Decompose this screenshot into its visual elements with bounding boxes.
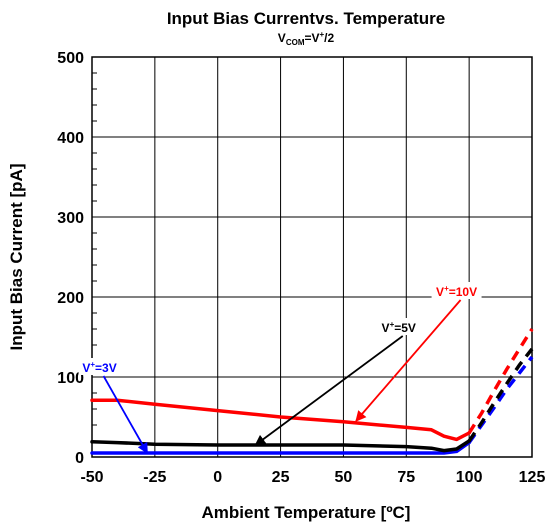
y-tick-label: 100	[57, 370, 84, 387]
subtitle-sub: COM	[286, 38, 305, 47]
series-label-rest: =5V	[394, 321, 416, 335]
series-label-sup: +	[90, 360, 95, 369]
series-label-arrow	[355, 299, 462, 422]
x-tick-label: 75	[397, 469, 415, 486]
y-tick-label: 400	[57, 130, 84, 147]
x-tick-label: 125	[519, 469, 546, 486]
x-tick-label: 0	[213, 469, 222, 486]
subtitle-tail: /2	[324, 31, 334, 45]
series-label-arrow	[254, 335, 404, 446]
chart-subtitle: VCOM=V+/2	[278, 30, 335, 47]
series-dashed-extension	[467, 355, 534, 444]
series-label-main: V	[436, 285, 444, 299]
y-tick-label: 200	[57, 290, 84, 307]
series-label-rest: =10V	[449, 285, 477, 299]
series-label-sup: +	[390, 320, 395, 329]
plot-border	[91, 56, 533, 458]
series-label-background	[377, 318, 420, 335]
series-label-main: V	[82, 361, 90, 375]
series-line	[90, 440, 471, 455]
series-dashed-extension	[467, 347, 534, 442]
plot-frame	[91, 56, 533, 458]
y-tick-label: 0	[75, 450, 84, 467]
series-dashed-extension	[467, 328, 534, 434]
chart-title: Input Bias Currentvs. Temperature	[167, 9, 445, 28]
series-line	[90, 398, 471, 442]
series-label-rest: =3V	[95, 361, 117, 375]
y-tick-label: 300	[57, 210, 84, 227]
y-axis-label: Input Bias Current [pA]	[7, 164, 26, 351]
plot-grid	[91, 56, 533, 458]
x-tick-label: -25	[143, 469, 166, 486]
series-label: V+=10V	[436, 284, 477, 299]
x-tick-label: 25	[272, 469, 290, 486]
x-tick-label: -50	[80, 469, 103, 486]
series-label-sup: +	[444, 284, 449, 293]
series-label-arrow	[102, 375, 149, 454]
series-label-main: V	[382, 321, 390, 335]
series-layer	[90, 328, 534, 455]
x-tick-labels: -50 -25 0 25 50 75 100 125	[80, 469, 545, 486]
series-label: V+=3V	[82, 360, 116, 375]
subtitle-sup: +	[320, 30, 325, 39]
series-label-background	[431, 282, 482, 299]
series-label-background	[78, 358, 121, 375]
x-tick-label: 100	[456, 469, 483, 486]
y-tick-label: 500	[57, 50, 84, 67]
x-axis-label: Ambient Temperature [ºC]	[202, 503, 411, 522]
y-tick-labels: 0 100 200 300 400 500	[57, 50, 84, 467]
x-tick-label: 50	[335, 469, 353, 486]
subtitle-main: V	[278, 31, 286, 45]
subtitle-rest: =V	[304, 31, 319, 45]
series-label: V+=5V	[382, 320, 416, 335]
chart-title-group: Input Bias Currentvs. Temperature VCOM=V…	[167, 9, 445, 47]
